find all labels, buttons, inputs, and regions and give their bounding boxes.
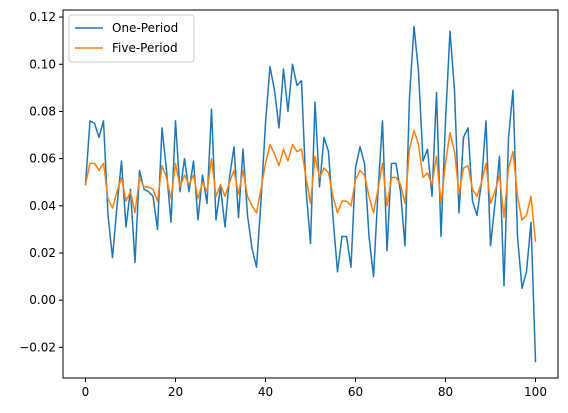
legend-label: Five-Period: [112, 41, 178, 55]
x-tick-label: 40: [258, 385, 273, 399]
x-tick-label: 0: [82, 385, 90, 399]
y-tick-label: 0.02: [29, 246, 56, 260]
x-tick-label: 100: [524, 385, 547, 399]
y-tick-label: 0.08: [29, 104, 56, 118]
legend: One-Period Five-Period: [68, 14, 195, 63]
series-layer: [84, 25, 537, 363]
y-tick-label: 0.00: [29, 293, 56, 307]
series-line-five-period: [84, 129, 537, 243]
x-tick-label: 80: [438, 385, 453, 399]
legend-box: [68, 14, 195, 63]
y-tick-label: 0.06: [29, 152, 56, 166]
y-axis: −0.02 0.00 0.02 0.04 0.06 0.08 0.10 0.12: [19, 10, 63, 354]
y-tick-label: 0.10: [29, 57, 56, 71]
plot-frame: [62, 9, 559, 379]
legend-label: One-Period: [112, 21, 178, 35]
y-tick-label: 0.04: [29, 199, 56, 213]
x-tick-label: 20: [168, 385, 183, 399]
y-tick-label: −0.02: [19, 340, 56, 354]
x-axis: 0 20 40 60 80 100: [82, 378, 547, 399]
x-tick-label: 60: [348, 385, 363, 399]
y-tick-label: 0.12: [29, 10, 56, 24]
